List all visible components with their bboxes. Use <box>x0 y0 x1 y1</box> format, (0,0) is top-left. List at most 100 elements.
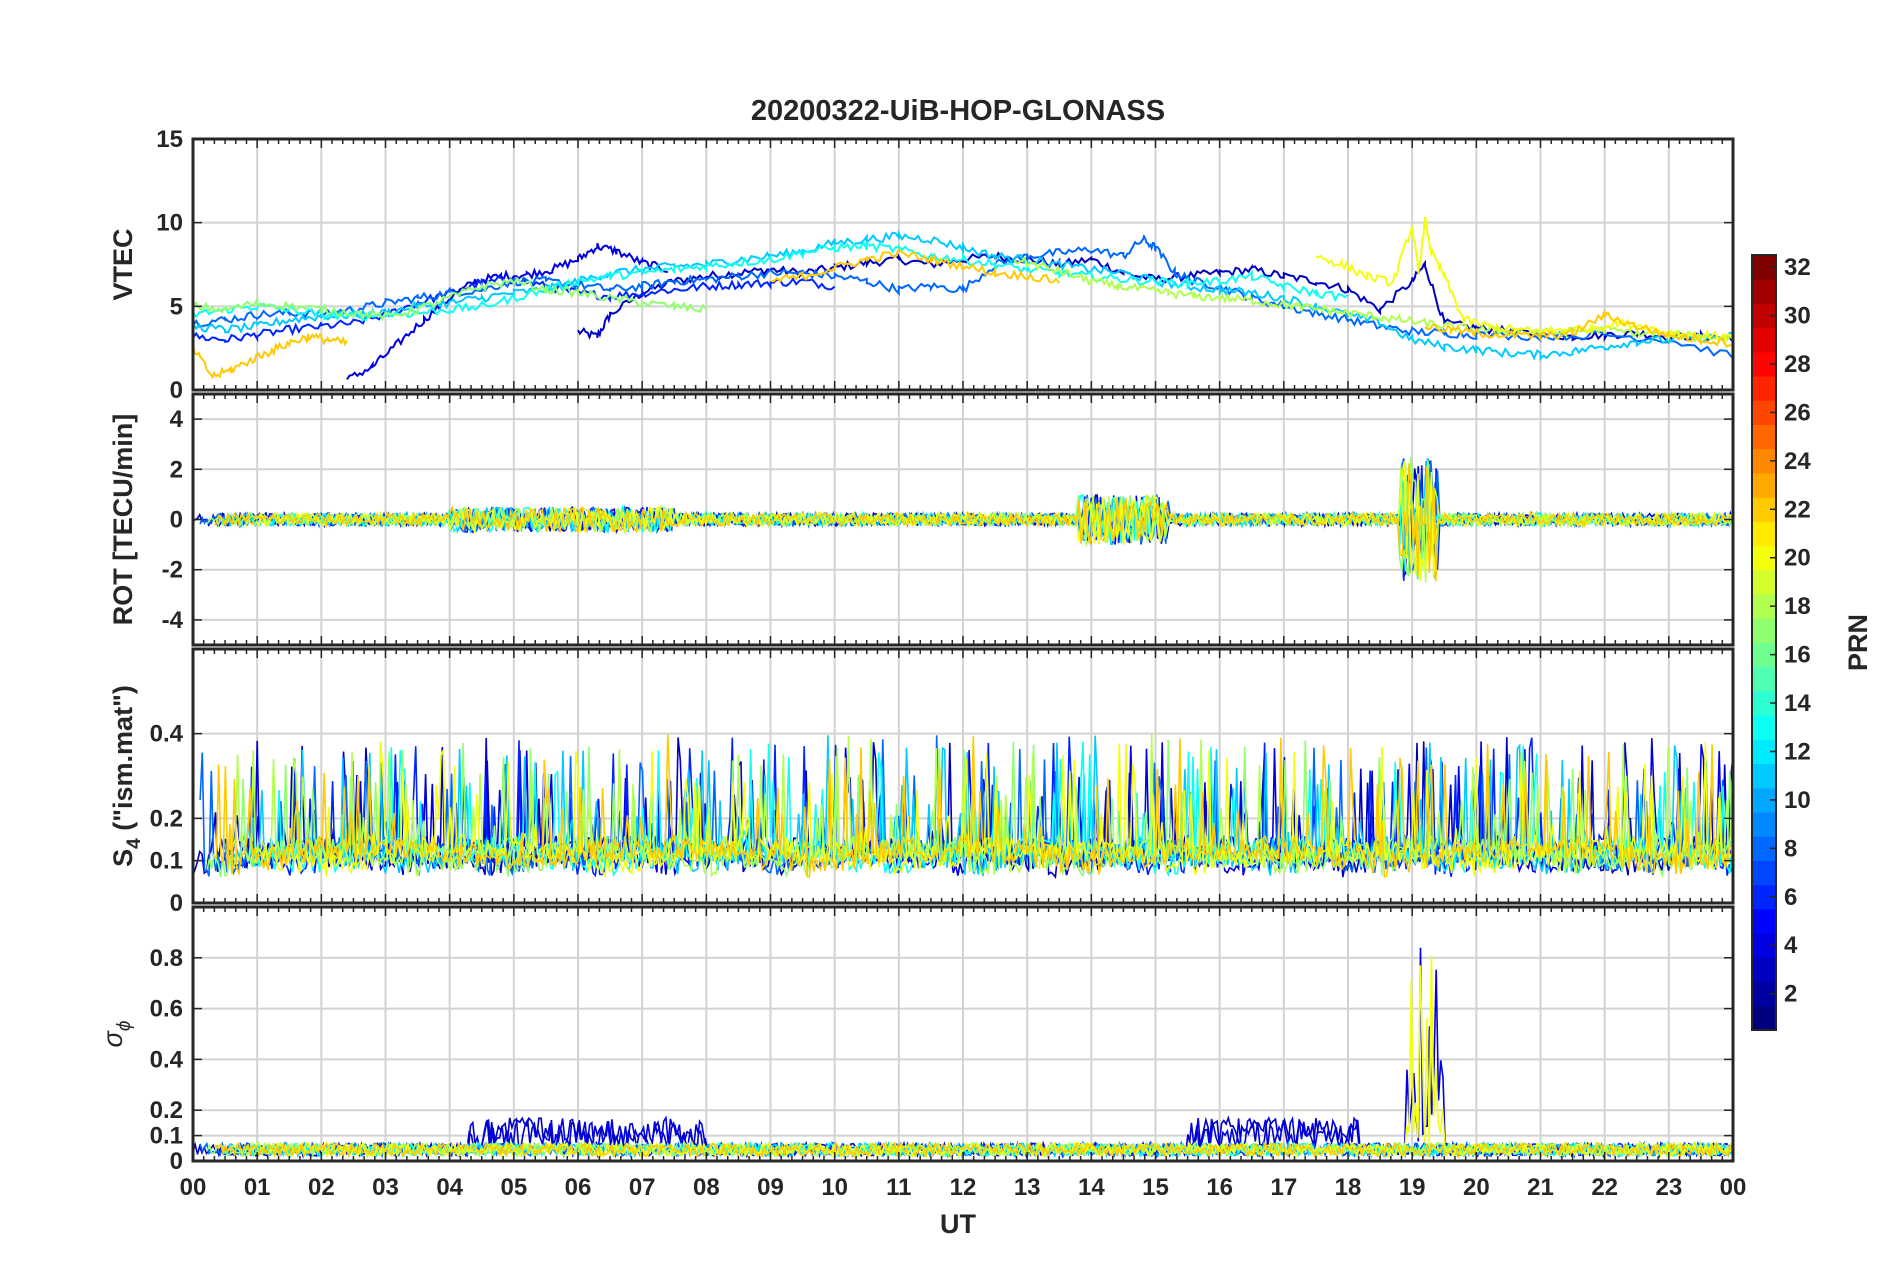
colorbar-tick-label: 2 <box>1784 981 1797 1008</box>
colorbar-tick-label: 22 <box>1784 496 1811 523</box>
colorbar-tick-label: 14 <box>1784 690 1811 717</box>
panel-sigma: 00.10.2 0.4 0.6 0.8 σϕ <box>98 905 1735 1175</box>
s4-series-prn-11 <box>223 735 1732 877</box>
x-tick-label: 00 <box>1720 1174 1747 1201</box>
colorbar-segment <box>1752 521 1776 547</box>
colorbar-segment <box>1752 472 1776 498</box>
colorbar-segment <box>1752 618 1776 643</box>
colorbar-tick-label: 26 <box>1784 399 1811 426</box>
y-tick-label: 2 <box>170 456 183 483</box>
vtec-series-prn-17 <box>193 276 708 322</box>
rot-series-prn-22 <box>213 463 1733 582</box>
series-group-vtec <box>193 216 1733 380</box>
colorbar-segment <box>1752 1005 1776 1031</box>
colorbar-segment <box>1752 327 1776 353</box>
x-tick-label: 16 <box>1206 1174 1233 1201</box>
y-tick-label: 0.4 <box>150 1046 184 1073</box>
colorbar-segment <box>1752 376 1776 401</box>
colorbar-tick-label: 32 <box>1784 254 1811 281</box>
x-tick-label: 22 <box>1591 1174 1618 1201</box>
x-axis-label: UT <box>940 1209 976 1239</box>
s4-series-prn-22 <box>213 733 1733 879</box>
x-tick-label: 01 <box>244 1174 271 1201</box>
x-tick-label: 03 <box>372 1174 399 1201</box>
y-tick-label: 0.2 <box>150 1097 183 1124</box>
y-tick-label: -2 <box>162 557 183 584</box>
y-tick-label: 0 <box>170 1148 183 1175</box>
colorbar-segment <box>1752 812 1776 837</box>
y-axis-label-rot: ROT [TECU/min] <box>108 414 138 625</box>
y-axis-label-sigma: σϕ <box>98 1021 135 1048</box>
x-tick-label: 20 <box>1463 1174 1490 1201</box>
y-tick-label: 5 <box>170 293 183 320</box>
colorbar-frame <box>1751 254 1777 1031</box>
colorbar-tick-label: 24 <box>1784 448 1811 475</box>
series-group-rot <box>193 456 1733 583</box>
y-tick-label: 4 <box>170 406 184 433</box>
colorbar-tick-label: 16 <box>1784 642 1811 669</box>
y-tick-label: 0.1 <box>150 848 183 875</box>
y-tick-label: 10 <box>156 210 183 237</box>
x-tick-label: 10 <box>821 1174 848 1201</box>
x-tick-label: 08 <box>693 1174 720 1201</box>
x-tick-label: 07 <box>629 1174 656 1201</box>
vtec-series-prn-4 <box>346 242 668 380</box>
y-tick-label: 0.4 <box>150 721 184 748</box>
x-tick-label: 17 <box>1270 1174 1297 1201</box>
y-tick-label: 0.2 <box>150 805 183 832</box>
axes-box-sigma <box>191 905 1735 1163</box>
series-group-sigma <box>193 947 1733 1159</box>
x-tick-label: 04 <box>436 1174 463 1201</box>
y-axis-label-s4: S4 ("ism.mat") <box>108 685 145 867</box>
colorbar-label: PRN <box>1843 614 1873 671</box>
colorbar-segment <box>1752 715 1776 740</box>
panel-vtec: 0 5 10 15 VTEC <box>108 126 1735 404</box>
vtec-series-prn-22 <box>193 248 1733 379</box>
vtec-series-prn-11 <box>193 229 1733 362</box>
x-tick-label: 05 <box>500 1174 527 1201</box>
sigma-series-prn-22 <box>213 1140 1733 1159</box>
colorbar-tick-label: 4 <box>1784 932 1798 959</box>
axes-box-vtec <box>191 137 1735 392</box>
vtec-series-prn-8 <box>193 233 1733 360</box>
axes-box-s4 <box>191 647 1735 905</box>
colorbar-segment <box>1752 279 1776 304</box>
colorbar-tick-label: 28 <box>1784 351 1811 378</box>
s4-series-prn-20 <box>253 741 1733 879</box>
colorbar-tick-label: 8 <box>1784 835 1797 862</box>
x-tick-label: 18 <box>1335 1174 1362 1201</box>
panel-s4: 0 0.1 0.2 0.4S4 ("ism.mat") <box>108 647 1735 917</box>
x-tick-label: 21 <box>1527 1174 1554 1201</box>
x-tick-label: 00 <box>180 1174 207 1201</box>
y-tick-label: 0 <box>170 507 183 534</box>
colorbar-segment <box>1752 424 1776 450</box>
x-tick-label: 23 <box>1655 1174 1682 1201</box>
x-tick-label: 19 <box>1399 1174 1426 1201</box>
colorbar-tick-label: 10 <box>1784 787 1811 814</box>
series-group-s4 <box>193 733 1733 880</box>
x-tick-label: 14 <box>1078 1174 1105 1201</box>
y-tick-label: 0 <box>170 890 183 917</box>
axes-box-rot <box>191 392 1735 647</box>
colorbar-segment <box>1752 763 1776 789</box>
colorbar-tick-label: 18 <box>1784 593 1811 620</box>
y-tick-label: 0 <box>170 377 183 404</box>
y-tick-label: 0.8 <box>150 945 183 972</box>
colorbar-segment <box>1752 666 1776 692</box>
y-tick-label: 0.1 <box>150 1123 183 1150</box>
colorbar-tick-label: 6 <box>1784 884 1797 911</box>
colorbar-segment <box>1752 957 1776 983</box>
colorbar-segment <box>1752 908 1776 934</box>
sigma-series-prn-20 <box>253 955 1733 1159</box>
x-tick-label: 13 <box>1014 1174 1041 1201</box>
x-tick-label: 12 <box>950 1174 977 1201</box>
colorbar-segment <box>1752 569 1776 595</box>
colorbar-tick-label: 20 <box>1784 545 1811 572</box>
x-tick-label: 15 <box>1142 1174 1169 1201</box>
x-tick-label: 02 <box>308 1174 335 1201</box>
x-tick-label: 09 <box>757 1174 784 1201</box>
y-tick-label: 15 <box>156 126 183 153</box>
